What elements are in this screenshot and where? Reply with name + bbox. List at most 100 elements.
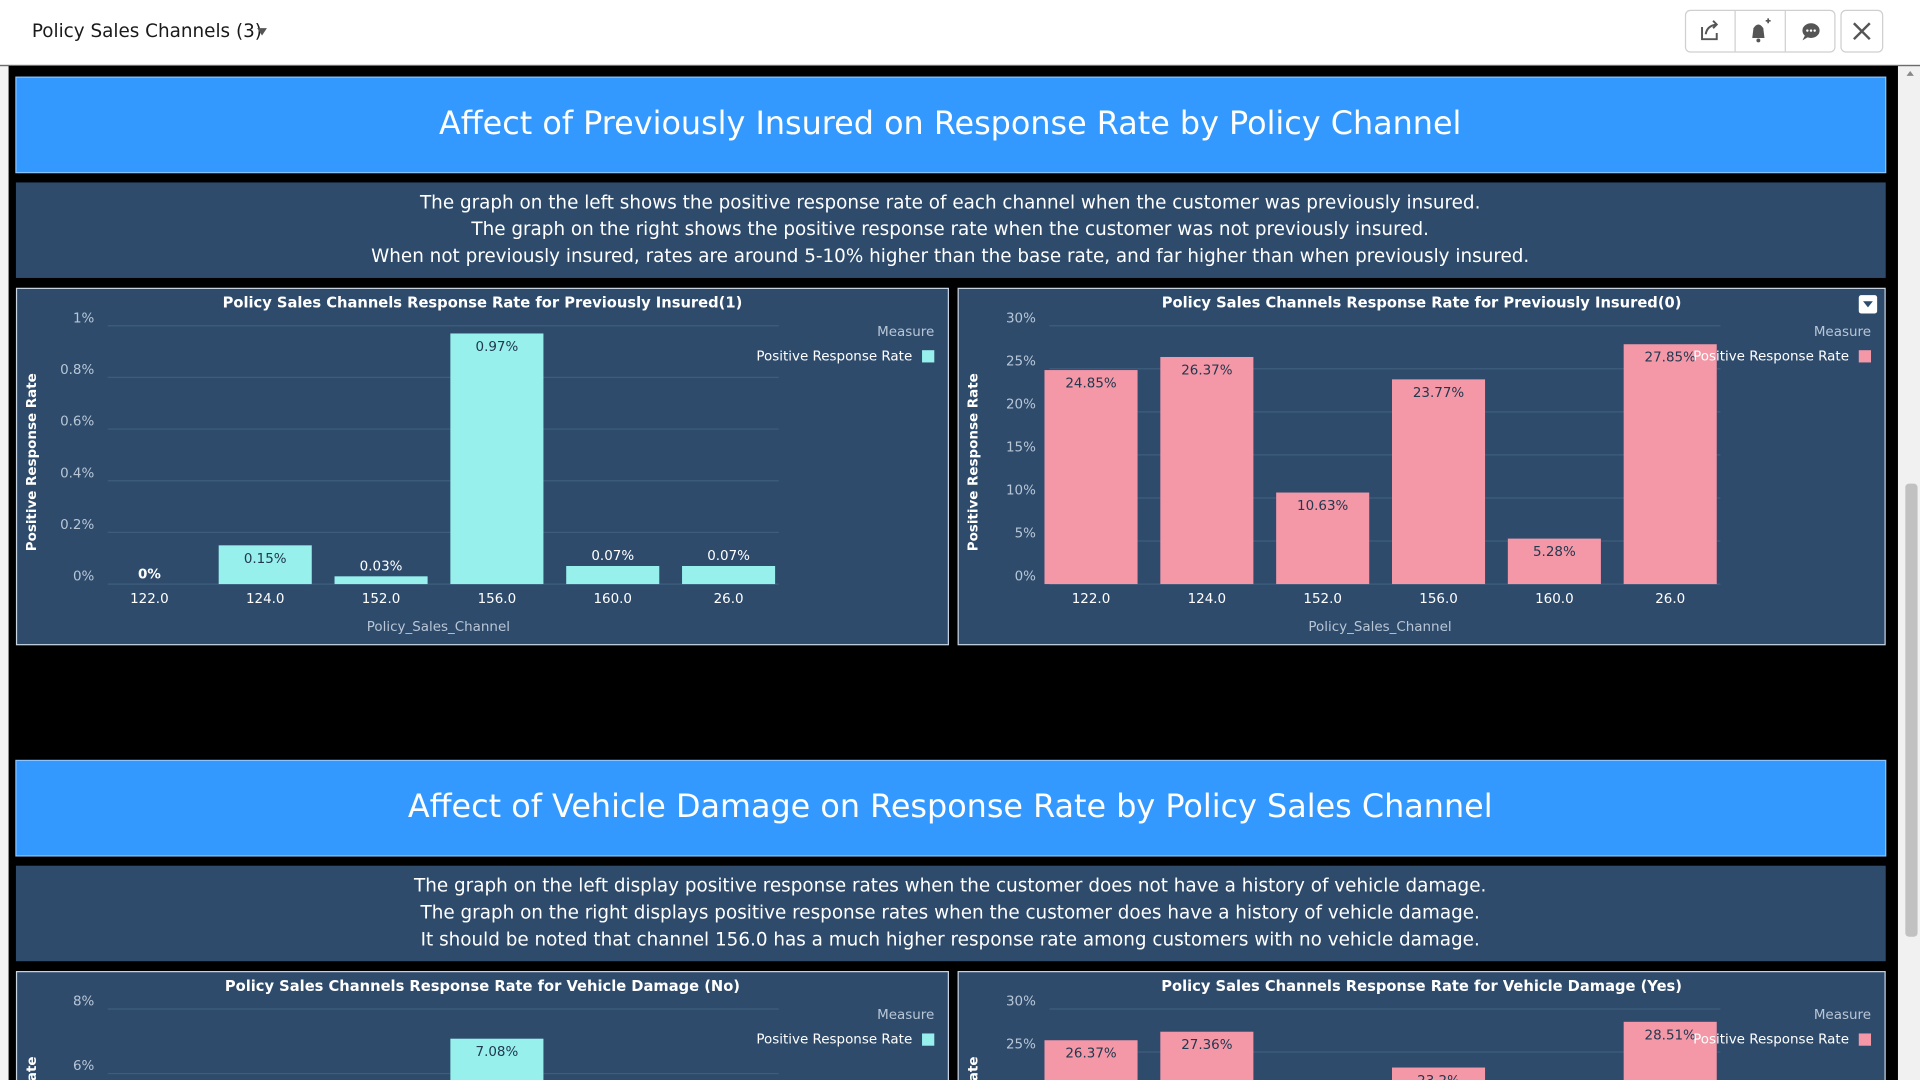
section-heading: Affect of Vehicle Damage on Response Rat… — [408, 787, 1493, 825]
section-banner — [15, 759, 1887, 857]
x-tick-label: 122.0 — [130, 592, 169, 607]
value-label: 0.15% — [244, 552, 287, 567]
legend-swatch — [1858, 1033, 1872, 1046]
bar — [1044, 370, 1138, 585]
x-tick-label: 152.0 — [362, 592, 401, 607]
y-tick-label: 5% — [1015, 527, 1037, 542]
value-label: 24.85% — [1065, 377, 1117, 392]
toolbar — [0, 0, 1920, 65]
legend-label: Positive Response Rate — [756, 349, 912, 364]
chart-title: Policy Sales Channels Response Rate for … — [223, 295, 743, 312]
comment-button[interactable] — [1802, 23, 1820, 41]
chart-panel: Policy Sales Channels Response Rate for … — [957, 287, 1886, 646]
value-label: 0.03% — [360, 560, 403, 575]
dashboard-title[interactable]: Policy Sales Channels (3) — [32, 21, 262, 42]
y-tick-label: 0.2% — [60, 518, 94, 533]
widget-menu-caret[interactable] — [1863, 301, 1873, 308]
y-tick-label: 0.8% — [60, 363, 94, 378]
toolbar-buttons — [1684, 9, 1884, 53]
bar — [1392, 379, 1486, 585]
y-tick-label: 30% — [1006, 995, 1036, 1010]
legend-title: Measure — [1814, 1008, 1871, 1023]
y-tick-label: 25% — [1006, 1038, 1036, 1053]
value-label: 7.08% — [476, 1045, 519, 1060]
description-line: The graph on the right shows the positiv… — [470, 219, 1429, 240]
description-line: When not previously insured, rates are a… — [371, 246, 1529, 267]
chart-title: Policy Sales Channels Response Rate for … — [1162, 295, 1682, 312]
notify-button[interactable] — [1752, 18, 1771, 43]
legend-label: Positive Response Rate — [756, 1033, 912, 1048]
chart-title: Policy Sales Channels Response Rate for … — [1161, 978, 1682, 995]
description-line: The graph on the right displays positive… — [420, 902, 1480, 923]
x-tick-label: 26.0 — [714, 592, 744, 607]
legend-title: Measure — [877, 1008, 934, 1023]
value-label: 0.07% — [707, 549, 750, 564]
y-tick-label: 20% — [1006, 397, 1036, 412]
close-button[interactable] — [1853, 22, 1871, 41]
y-axis-title: Positive Response Rate — [966, 373, 981, 551]
description-box — [15, 182, 1886, 278]
value-label: 0.97% — [476, 340, 519, 355]
bar — [566, 565, 660, 585]
bar — [1623, 344, 1717, 585]
x-tick-label: 160.0 — [1535, 592, 1574, 607]
y-axis-title: Positive Response Rate — [966, 1056, 981, 1080]
x-tick-label: 156.0 — [1419, 592, 1458, 607]
y-tick-label: 6% — [73, 1059, 95, 1074]
x-tick-label: 26.0 — [1655, 592, 1685, 607]
y-axis-title: Positive Response Rate — [25, 1056, 40, 1080]
y-tick-label: 0.4% — [60, 466, 94, 481]
legend-label: Positive Response Rate — [1693, 1033, 1849, 1048]
left-gutter — [0, 66, 9, 1080]
y-tick-label: 10% — [1006, 484, 1036, 499]
bar — [1392, 1067, 1486, 1080]
bar — [334, 576, 428, 585]
x-tick-label: 152.0 — [1303, 592, 1342, 607]
bar — [682, 565, 776, 585]
bar — [450, 1038, 544, 1080]
value-label: 27.36% — [1181, 1038, 1233, 1053]
value-label: 26.37% — [1181, 363, 1233, 378]
y-tick-label: 25% — [1006, 354, 1036, 369]
share-button[interactable] — [1701, 20, 1719, 41]
section-heading: Affect of Previously Insured on Response… — [439, 104, 1461, 142]
bar — [218, 545, 312, 585]
legend-swatch — [922, 350, 935, 363]
value-label: 28.51% — [1645, 1028, 1697, 1043]
chart-panel: Policy Sales Channels Response Rate for … — [957, 971, 1886, 1080]
bar — [1160, 1031, 1254, 1080]
y-tick-label: 8% — [73, 995, 95, 1010]
x-tick-label: 160.0 — [593, 592, 632, 607]
value-label: 5.28% — [1533, 545, 1576, 560]
value-label: 27.85% — [1645, 351, 1697, 366]
description-line: The graph on the left shows the positive… — [419, 192, 1480, 213]
section-banner — [15, 76, 1887, 174]
value-label: 26.37% — [1065, 1047, 1117, 1062]
bar — [1044, 1040, 1138, 1080]
x-tick-label: 156.0 — [478, 592, 517, 607]
chart-panel: Policy Sales Channels Response Rate for … — [15, 287, 949, 646]
legend-swatch — [922, 1033, 935, 1046]
x-tick-label: 124.0 — [1188, 592, 1227, 607]
legend-label: Positive Response Rate — [1693, 349, 1849, 364]
x-axis-title: Policy_Sales_Channel — [1308, 620, 1451, 635]
y-tick-label: 0% — [73, 570, 95, 585]
scrollbar-thumb[interactable] — [1905, 483, 1918, 937]
chart-panel: Policy Sales Channels Response Rate for … — [15, 971, 949, 1080]
value-label: 10.63% — [1297, 499, 1349, 514]
legend-title: Measure — [877, 325, 934, 340]
scroll-up[interactable] — [1906, 71, 1914, 76]
y-tick-label: 0.6% — [60, 415, 94, 430]
y-tick-label: 0% — [1015, 570, 1037, 585]
value-label: 23.77% — [1413, 386, 1465, 401]
value-label: 0.07% — [591, 549, 634, 564]
y-tick-label: 15% — [1006, 441, 1036, 456]
bar — [1160, 356, 1254, 585]
description-line: It should be noted that channel 156.0 ha… — [421, 929, 1480, 950]
bar — [450, 333, 544, 585]
description-line: The graph on the left display positive r… — [413, 876, 1486, 897]
dropdown-caret[interactable] — [257, 28, 267, 36]
legend-title: Measure — [1814, 325, 1871, 340]
